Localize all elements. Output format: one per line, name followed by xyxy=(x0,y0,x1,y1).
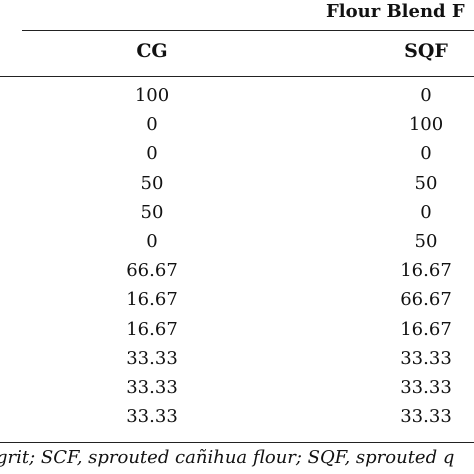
cell-sqf: 50 xyxy=(414,230,438,252)
cell-cg: 66.67 xyxy=(126,260,178,282)
header-rule xyxy=(22,30,474,31)
cell-cg: 100 xyxy=(134,85,170,106)
cell-sqf: 0 xyxy=(420,201,432,223)
cell-cg: 33.33 xyxy=(126,376,178,398)
column-header-cg: CG xyxy=(136,40,168,62)
cell-cg: 50 xyxy=(140,201,164,223)
cell-cg: 0 xyxy=(146,230,158,252)
table-row: 33.33 33.33 xyxy=(0,375,474,404)
cell-cg: 33.33 xyxy=(126,406,178,428)
table-row: 33.33 33.33 xyxy=(0,346,474,375)
column-header-rule xyxy=(0,76,474,77)
cell-sqf: 33.33 xyxy=(400,376,452,398)
table-footnote: grit; SCF, sprouted cañihua flour; SQF, … xyxy=(0,447,455,468)
cell-cg: 33.33 xyxy=(126,347,178,369)
table-bottom-rule xyxy=(0,442,474,443)
table-body: 100 0 0 100 0 0 50 50 50 0 0 50 66.67 16… xyxy=(0,83,474,433)
cell-sqf: 0 xyxy=(420,85,432,106)
table-row: 16.67 66.67 xyxy=(0,287,474,316)
table-row: 100 0 xyxy=(0,83,474,112)
column-header-sqf: SQF xyxy=(404,40,448,62)
table-row: 50 50 xyxy=(0,171,474,200)
table-group-header: Flour Blend F xyxy=(0,0,474,30)
table-row: 66.67 16.67 xyxy=(0,258,474,287)
cell-sqf: 66.67 xyxy=(400,289,452,311)
table-row: 50 0 xyxy=(0,200,474,229)
cell-cg: 0 xyxy=(146,143,158,165)
cell-sqf: 50 xyxy=(414,172,438,194)
cell-sqf: 0 xyxy=(420,143,432,165)
cell-sqf: 33.33 xyxy=(400,406,452,428)
cell-sqf: 100 xyxy=(408,114,444,136)
cell-cg: 50 xyxy=(140,172,164,194)
table-row: 33.33 33.33 xyxy=(0,404,474,433)
cell-sqf: 16.67 xyxy=(400,318,452,340)
table-row: 0 50 xyxy=(0,229,474,258)
cell-cg: 16.67 xyxy=(126,318,178,340)
flour-blend-header: Flour Blend F xyxy=(326,1,465,22)
table-row: 0 100 xyxy=(0,112,474,141)
cell-sqf: 33.33 xyxy=(400,347,452,369)
cell-cg: 16.67 xyxy=(126,289,178,311)
cell-sqf: 16.67 xyxy=(400,260,452,282)
cell-cg: 0 xyxy=(146,114,158,136)
table-row: 16.67 16.67 xyxy=(0,317,474,346)
table-row: 0 0 xyxy=(0,141,474,170)
